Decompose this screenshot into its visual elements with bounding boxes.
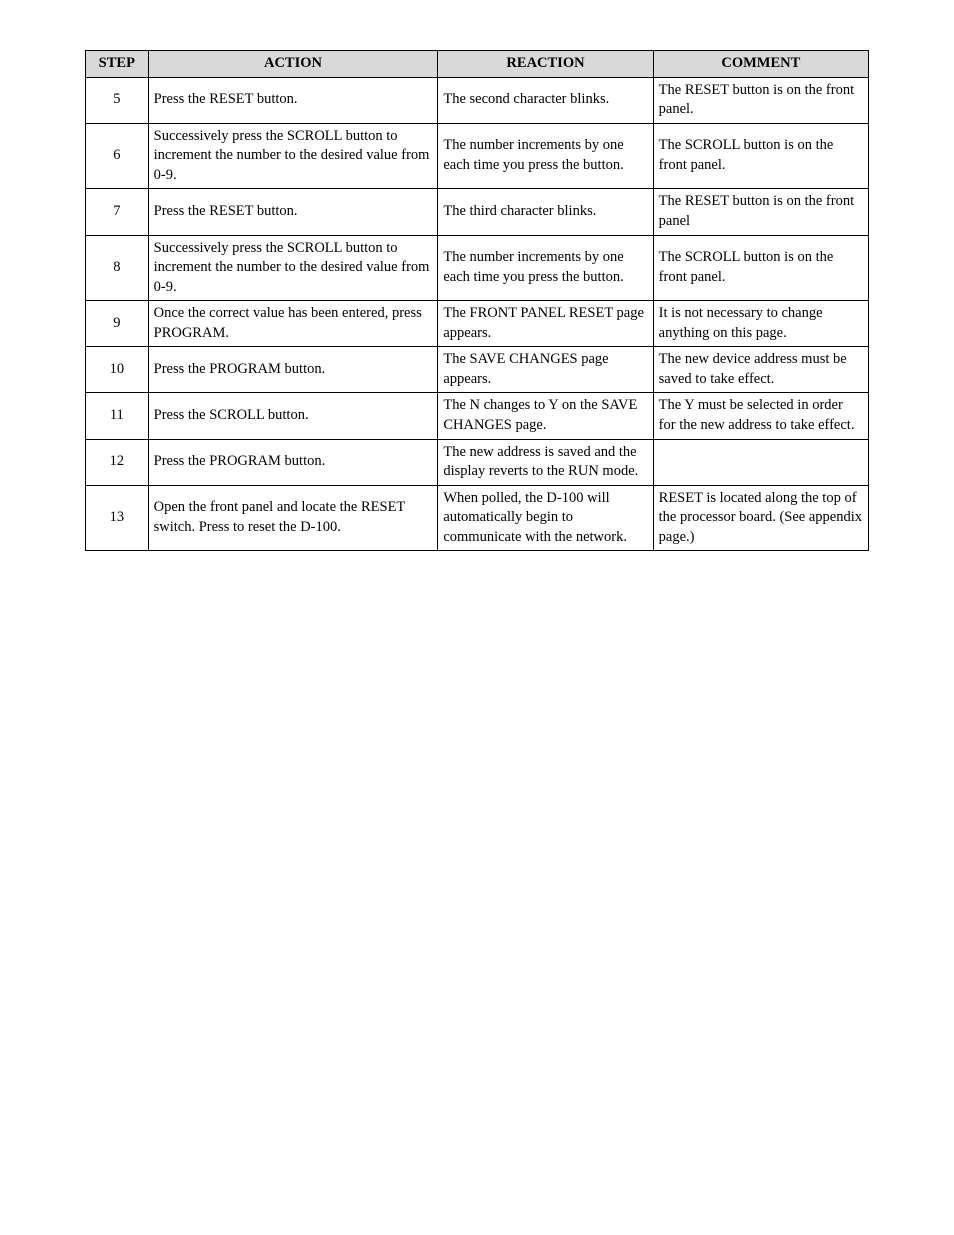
action-cell: Press the PROGRAM button. [148, 439, 438, 485]
header-reaction: REACTION [438, 51, 653, 78]
comment-cell: The RESET button is on the front panel. [653, 77, 868, 123]
step-cell: 13 [86, 485, 149, 551]
reaction-cell: The second character blinks. [438, 77, 653, 123]
step-cell: 6 [86, 123, 149, 189]
reaction-cell: The SAVE CHANGES page appears. [438, 347, 653, 393]
action-cell: Press the PROGRAM button. [148, 347, 438, 393]
reaction-cell: When polled, the D-100 will automaticall… [438, 485, 653, 551]
table-body: 5 Press the RESET button. The second cha… [86, 77, 869, 551]
comment-cell: RESET is located along the top of the pr… [653, 485, 868, 551]
reaction-cell: The N changes to Y on the SAVE CHANGES p… [438, 393, 653, 439]
header-step: STEP [86, 51, 149, 78]
action-cell: Press the RESET button. [148, 77, 438, 123]
reaction-cell: The new address is saved and the display… [438, 439, 653, 485]
comment-cell: The SCROLL button is on the front panel. [653, 123, 868, 189]
step-cell: 5 [86, 77, 149, 123]
comment-cell: The new device address must be saved to … [653, 347, 868, 393]
table-row: 11 Press the SCROLL button. The N change… [86, 393, 869, 439]
table-row: 9 Once the correct value has been entere… [86, 301, 869, 347]
comment-cell: The SCROLL button is on the front panel. [653, 235, 868, 301]
reaction-cell: The number increments by one each time y… [438, 235, 653, 301]
comment-cell [653, 439, 868, 485]
table-row: 10 Press the PROGRAM button. The SAVE CH… [86, 347, 869, 393]
reaction-cell: The FRONT PANEL RESET page appears. [438, 301, 653, 347]
reaction-cell: The number increments by one each time y… [438, 123, 653, 189]
step-cell: 11 [86, 393, 149, 439]
action-cell: Press the RESET button. [148, 189, 438, 235]
procedure-table: STEP ACTION REACTION COMMENT 5 Press the… [85, 50, 869, 551]
action-cell: Once the correct value has been entered,… [148, 301, 438, 347]
table-row: 13 Open the front panel and locate the R… [86, 485, 869, 551]
step-cell: 7 [86, 189, 149, 235]
table-row: 8 Successively press the SCROLL button t… [86, 235, 869, 301]
action-cell: Open the front panel and locate the RESE… [148, 485, 438, 551]
step-cell: 10 [86, 347, 149, 393]
reaction-cell: The third character blinks. [438, 189, 653, 235]
step-cell: 12 [86, 439, 149, 485]
action-cell: Successively press the SCROLL button to … [148, 235, 438, 301]
step-cell: 9 [86, 301, 149, 347]
comment-cell: The RESET button is on the front panel [653, 189, 868, 235]
action-cell: Successively press the SCROLL button to … [148, 123, 438, 189]
table-row: 12 Press the PROGRAM button. The new add… [86, 439, 869, 485]
action-cell: Press the SCROLL button. [148, 393, 438, 439]
header-comment: COMMENT [653, 51, 868, 78]
comment-cell: It is not necessary to change anything o… [653, 301, 868, 347]
table-row: 5 Press the RESET button. The second cha… [86, 77, 869, 123]
table-header-row: STEP ACTION REACTION COMMENT [86, 51, 869, 78]
header-action: ACTION [148, 51, 438, 78]
table-row: 6 Successively press the SCROLL button t… [86, 123, 869, 189]
comment-cell: The Y must be selected in order for the … [653, 393, 868, 439]
step-cell: 8 [86, 235, 149, 301]
table-row: 7 Press the RESET button. The third char… [86, 189, 869, 235]
